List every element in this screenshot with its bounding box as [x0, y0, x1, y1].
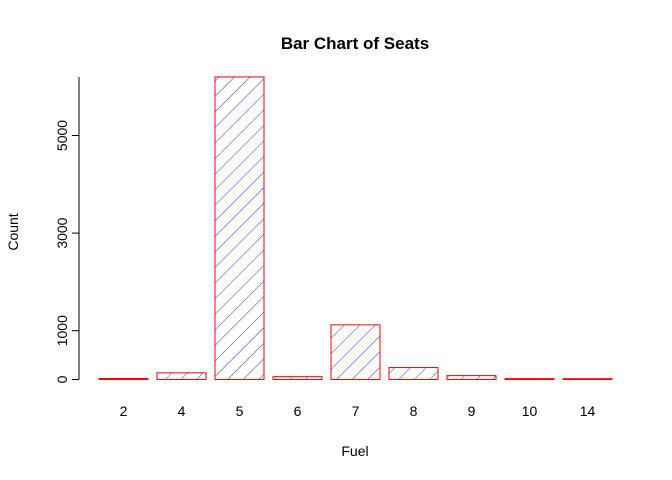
y-axis: 0 1000 3000 5000 [54, 76, 80, 383]
bar-7 [330, 324, 381, 380]
x-tick-label-5: 5 [236, 403, 244, 419]
x-tick-label-9: 9 [468, 403, 476, 419]
y-tick-label-0: 0 [54, 375, 70, 383]
bar-14 [562, 378, 613, 381]
x-tick-label-14: 14 [580, 403, 596, 419]
x-tick-label-7: 7 [352, 403, 360, 419]
x-axis-label: Fuel [341, 443, 368, 459]
x-tick-labels: 2 4 5 6 7 8 9 10 14 [120, 403, 596, 419]
bar-2 [98, 378, 149, 380]
y-tick-label-3000: 3000 [54, 217, 70, 248]
y-tick-label-1000: 1000 [54, 315, 70, 346]
bars-group [98, 76, 613, 381]
y-axis-label: Count [5, 213, 21, 250]
bar-6 [272, 376, 323, 380]
bar-9 [446, 375, 497, 381]
bar-10 [504, 378, 555, 381]
bar-5 [214, 76, 265, 380]
x-tick-label-8: 8 [410, 403, 418, 419]
chart-title: Bar Chart of Seats [281, 34, 429, 53]
bar-8 [388, 367, 439, 381]
y-tick-label-5000: 5000 [54, 120, 70, 151]
x-tick-label-6: 6 [294, 403, 302, 419]
x-tick-label-4: 4 [178, 403, 186, 419]
x-tick-label-10: 10 [522, 403, 538, 419]
bar-4 [156, 372, 207, 380]
x-tick-label-2: 2 [120, 403, 128, 419]
